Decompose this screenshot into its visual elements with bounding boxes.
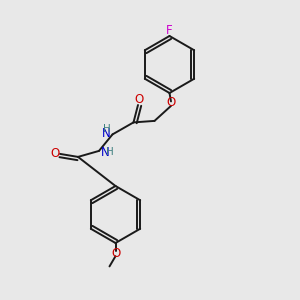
Text: O: O [111,247,120,260]
Text: O: O [134,93,143,106]
Text: N: N [102,127,111,140]
Text: O: O [167,96,176,110]
Text: N: N [100,146,109,159]
Text: O: O [51,146,60,160]
Text: H: H [106,147,113,158]
Text: F: F [166,24,173,37]
Text: H: H [103,124,111,134]
